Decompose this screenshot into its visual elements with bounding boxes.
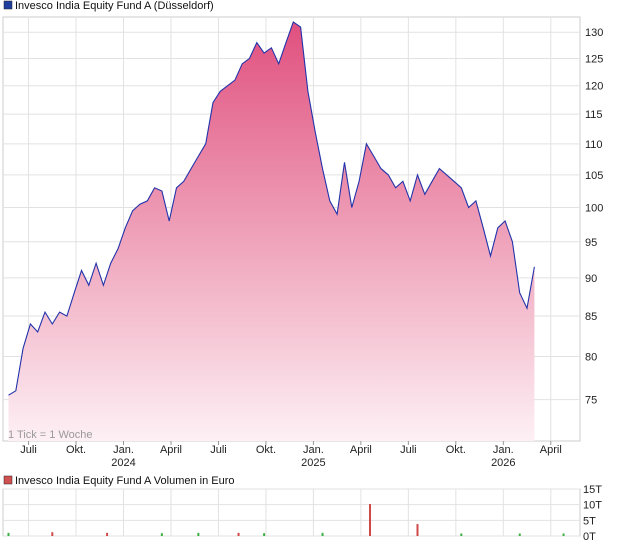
y-tick-label: 120 — [585, 81, 603, 93]
y-tick-label: 125 — [585, 53, 603, 65]
volume-bar — [416, 524, 419, 536]
y-tick-label: 105 — [585, 170, 603, 182]
x-tick-label: Jan. — [113, 444, 134, 456]
volume-bar — [562, 533, 565, 536]
volume-bar — [197, 532, 200, 536]
y-tick-label: 90 — [585, 273, 597, 285]
volume-legend-label: Invesco India Equity Fund A Volumen in E… — [15, 475, 235, 487]
y-tick-label: 110 — [585, 139, 603, 151]
y-tick-label: 100 — [585, 202, 603, 214]
volume-y-tick-label: 10T — [583, 500, 602, 512]
volume-bar — [263, 533, 266, 536]
x-tick-label: Juli — [210, 444, 227, 456]
y-tick-label: 130 — [585, 27, 603, 39]
price-area-fill — [8, 22, 535, 441]
x-year-label: 2026 — [491, 457, 515, 469]
volume-bar — [369, 504, 372, 536]
x-tick-label: Juli — [20, 444, 37, 456]
price-line — [8, 21, 535, 396]
volume-grid — [3, 488, 580, 537]
volume-legend-swatch — [3, 475, 13, 485]
volume-y-tick-label: 0T — [583, 531, 596, 543]
volume-bars — [7, 504, 565, 536]
volume-y-tick-label: 15T — [583, 484, 602, 496]
volume-bar — [237, 532, 240, 536]
x-year-label: 2025 — [301, 457, 325, 469]
y-tick-label: 85 — [585, 311, 597, 323]
main-x-axis: Juli Okt. Jan. April Juli Okt. Jan. April Juli Ok… — [20, 441, 562, 469]
x-year-label: 2024 — [111, 457, 135, 469]
volume-bar — [51, 532, 54, 536]
volume-bar — [7, 532, 10, 536]
main-legend-swatch — [3, 0, 13, 10]
volume-y-axis: 15T 10T 5T 0T — [583, 484, 602, 543]
volume-plot-frame — [2, 488, 581, 537]
volume-bar — [460, 533, 463, 536]
x-tick-label: April — [160, 444, 182, 456]
main-area-layer — [8, 21, 535, 441]
x-tick-label: Okt. — [256, 444, 276, 456]
volume-bar — [106, 532, 109, 536]
x-tick-label: Juli — [400, 444, 417, 456]
volume-bar — [160, 533, 163, 536]
x-tick-label: April — [350, 444, 372, 456]
volume-bar — [518, 533, 521, 536]
main-y-axis: 130 125 120 115 110 105 100 95 90 85 80 75 — [585, 27, 603, 406]
x-tick-label: Okt. — [66, 444, 86, 456]
y-tick-label: 115 — [585, 109, 603, 121]
y-tick-label: 75 — [585, 395, 597, 407]
x-tick-label: Okt. — [446, 444, 466, 456]
volume-bar — [321, 532, 324, 536]
main-legend-label: Invesco India Equity Fund A (Düsseldorf) — [15, 0, 214, 12]
volume-y-tick-label: 5T — [583, 515, 596, 527]
x-tick-label: Jan. — [303, 444, 324, 456]
y-tick-label: 95 — [585, 237, 597, 249]
y-tick-label: 80 — [585, 352, 597, 364]
tick-note: 1 Tick = 1 Woche — [8, 429, 92, 441]
x-tick-label: April — [540, 444, 562, 456]
x-tick-label: Jan. — [493, 444, 514, 456]
